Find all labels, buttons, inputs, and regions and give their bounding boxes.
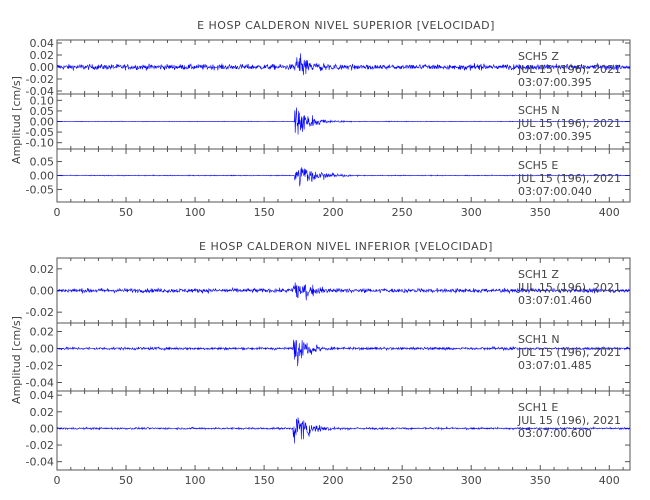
y-tick-label: -0.04 — [26, 456, 54, 469]
waveform-sch1-z — [56, 282, 631, 301]
y-tick-label: 0.05 — [30, 156, 55, 169]
time-label: 03:07:00.395 — [518, 76, 592, 89]
station-component-label: SCH5 Z — [518, 50, 559, 63]
x-tick-label: 100 — [185, 206, 206, 219]
x-tick-label: 0 — [54, 474, 61, 487]
y-tick-label: 0.02 — [30, 406, 55, 419]
y-tick-label: -0.10 — [26, 137, 54, 150]
y-tick-label: -0.02 — [26, 73, 54, 86]
y-tick-label: 0.02 — [30, 326, 55, 339]
y-tick-label: 0.02 — [30, 49, 55, 62]
x-tick-label: 0 — [54, 206, 61, 219]
x-tick-label: 150 — [254, 206, 275, 219]
date-label: JUL 15 (196), 2021 — [517, 63, 621, 76]
x-tick-label: 200 — [323, 206, 344, 219]
time-label: 03:07:01.485 — [518, 359, 592, 372]
y-tick-label: -0.02 — [26, 306, 54, 319]
x-tick-label: 200 — [323, 474, 344, 487]
y-tick-label: 0.05 — [30, 105, 55, 118]
y-tick-label: 0.00 — [30, 61, 55, 74]
station-component-label: SCH5 E — [518, 159, 558, 172]
x-tick-label: 350 — [530, 206, 551, 219]
time-label: 03:07:00.600 — [518, 427, 592, 440]
station-component-label: SCH1 Z — [518, 268, 559, 281]
y-tick-label: 0.00 — [30, 422, 55, 435]
waveform-sch1-e — [56, 417, 631, 444]
chart-title-superior: E HOSP CALDERON NIVEL SUPERIOR [VELOCIDA… — [197, 19, 495, 32]
waveform-sch1-n — [56, 339, 631, 367]
y-tick-label: 0.02 — [30, 263, 55, 276]
y-tick-label: 0.00 — [30, 116, 55, 129]
y-axis-label-superior: Amplitud [cm/s] — [10, 76, 23, 164]
station-component-label: SCH1 E — [518, 401, 558, 414]
x-tick-label: 250 — [392, 206, 413, 219]
panel-frame — [56, 390, 631, 471]
date-label: JUL 15 (196), 2021 — [517, 414, 621, 427]
x-tick-label: 350 — [530, 474, 551, 487]
x-tick-label: 300 — [461, 206, 482, 219]
y-tick-label: 0.00 — [30, 170, 55, 183]
x-tick-label: 50 — [119, 206, 133, 219]
waveform-sch5-e — [56, 167, 631, 187]
time-label: 03:07:00.395 — [518, 130, 592, 143]
x-tick-label: 150 — [254, 474, 275, 487]
x-tick-label: 400 — [599, 206, 620, 219]
y-tick-label: 0.00 — [30, 343, 55, 356]
time-label: 03:07:01.460 — [518, 294, 592, 307]
station-component-label: SCH1 N — [518, 333, 560, 346]
y-tick-label: 0.10 — [30, 94, 55, 107]
y-tick-label: -0.02 — [26, 360, 54, 373]
x-tick-label: 300 — [461, 474, 482, 487]
x-tick-label: 50 — [119, 474, 133, 487]
y-tick-label: 0.00 — [30, 285, 55, 298]
y-tick-label: -0.05 — [26, 183, 54, 196]
x-tick-label: 250 — [392, 474, 413, 487]
y-tick-label: -0.04 — [26, 85, 54, 98]
y-tick-label: 0.04 — [30, 37, 55, 50]
date-label: JUL 15 (196), 2021 — [517, 117, 621, 130]
date-label: JUL 15 (196), 2021 — [517, 346, 621, 359]
x-tick-label: 400 — [599, 474, 620, 487]
y-axis-label-inferior: Amplitud [cm/s] — [10, 316, 23, 404]
waveform-sch5-z — [56, 53, 631, 76]
y-tick-label: -0.05 — [26, 126, 54, 139]
date-label: JUL 15 (196), 2021 — [517, 172, 621, 185]
y-tick-label: -0.04 — [26, 377, 54, 390]
station-component-label: SCH5 N — [518, 104, 560, 117]
y-tick-label: -0.02 — [26, 439, 54, 452]
time-label: 03:07:00.040 — [518, 185, 592, 198]
x-tick-label: 100 — [185, 474, 206, 487]
y-tick-label: 0.04 — [30, 389, 55, 402]
chart-title-inferior: E HOSP CALDERON NIVEL INFERIOR [VELOCIDA… — [199, 240, 493, 253]
waveform-sch5-n — [56, 107, 630, 135]
date-label: JUL 15 (196), 2021 — [517, 281, 621, 294]
